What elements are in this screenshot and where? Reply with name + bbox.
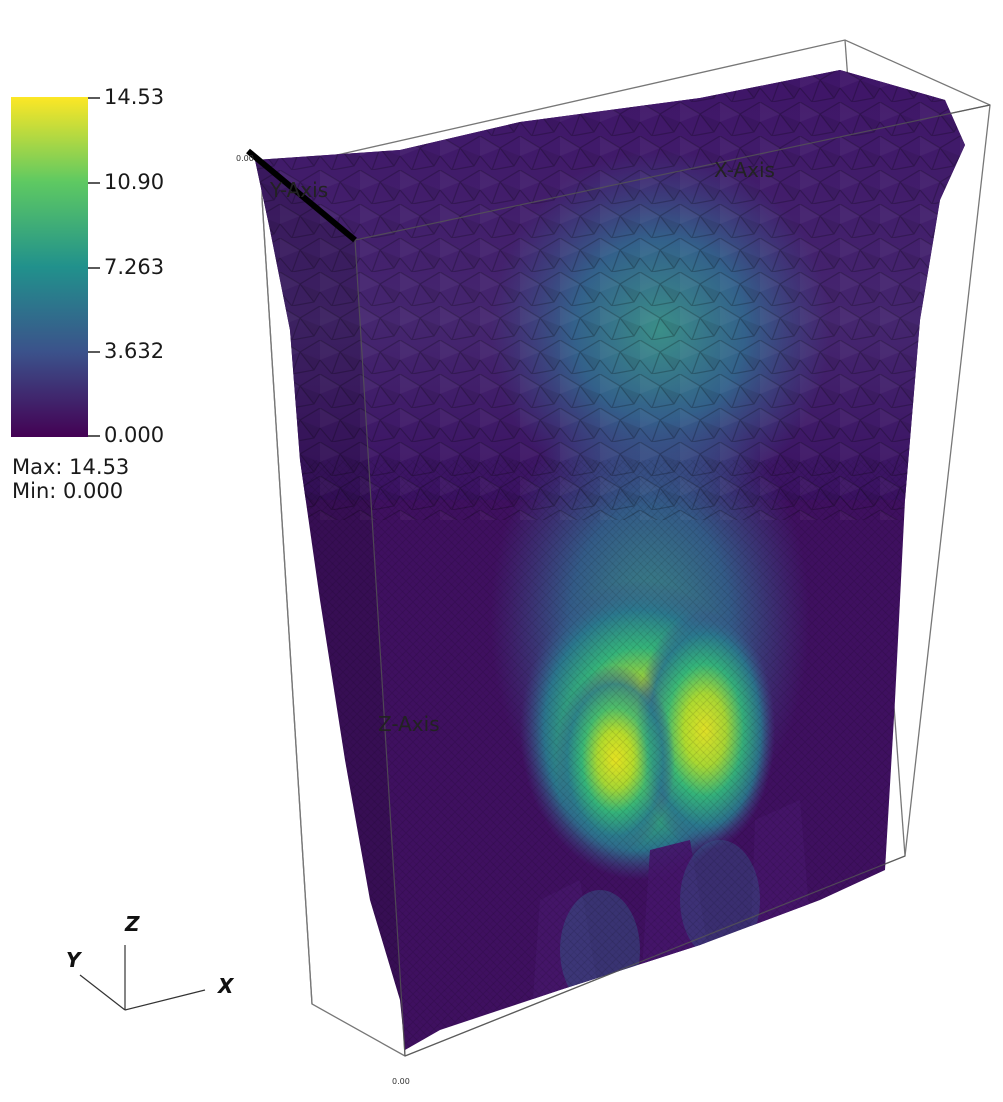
scalar-bar-tick-label: 3.632 [104,339,165,363]
scalar-bar-tick-label: 7.263 [104,255,165,279]
axis-tick-label: 0.00 [236,154,254,163]
scalar-bar-ticks [88,97,100,437]
scalar-bar-tick-label: 10.90 [104,170,165,194]
z-axis-title: Z-Axis [378,712,440,736]
orientation-z-label: Z [125,912,140,936]
scalar-bar-min-label: 0.000 [104,423,165,447]
orientation-axes[interactable] [79,945,206,1011]
y-axis-title: Y-Axis [270,178,329,202]
axis-tick-label: 0.00 [392,1077,410,1086]
orientation-x-label: X [218,974,234,998]
scalar-bar-max-label: 14.53 [104,85,165,109]
stat-min: Min: 0.000 [12,479,124,503]
orientation-y-label: Y [66,948,81,972]
x-axis-title: X-Axis [714,158,775,182]
scalar-bar-gradient[interactable] [11,97,88,437]
stat-max: Max: 14.53 [12,455,130,479]
mesh-body [255,70,965,1050]
y-axis-bar [246,148,357,243]
